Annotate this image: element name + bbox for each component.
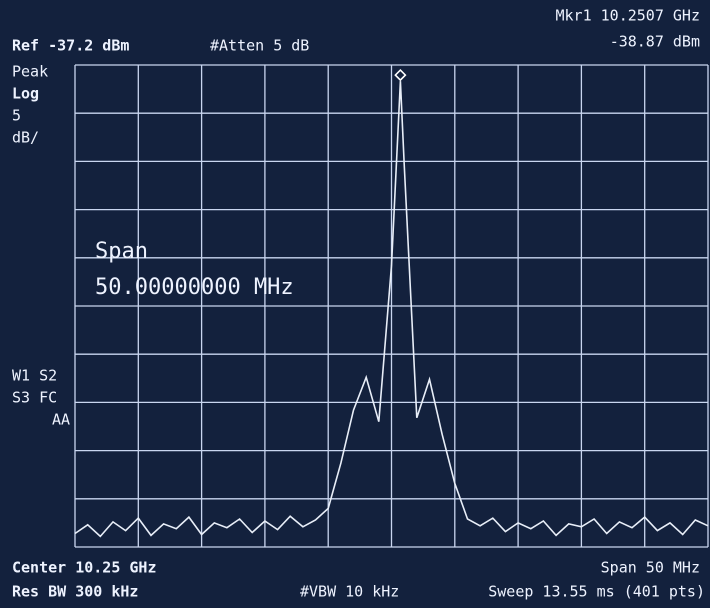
overlay-value: 50.00000000 MHz: [95, 275, 294, 300]
center-frequency: Center 10.25 GHz: [12, 559, 157, 577]
ref-level: Ref -37.2 dBm: [12, 37, 129, 55]
scale-per-div: 5: [12, 107, 21, 125]
marker: [394, 68, 407, 82]
marker-level: -38.87 dBm: [610, 33, 700, 51]
status: W1 S2: [12, 367, 57, 385]
overlay-title: Span: [95, 239, 148, 264]
status: S3 FC: [12, 389, 57, 407]
trace: [74, 81, 709, 538]
sweep-time: Sweep 13.55 ms (401 pts): [488, 583, 705, 601]
attenuation: #Atten 5 dB: [210, 37, 309, 55]
scale-unit: dB/: [12, 129, 39, 147]
scale-type: Log: [12, 85, 39, 103]
span: Span 50 MHz: [601, 559, 700, 577]
grid: [74, 64, 709, 548]
video-bandwidth: #VBW 10 kHz: [300, 583, 399, 601]
status: AA: [52, 411, 70, 429]
detector: Peak: [12, 63, 48, 81]
resolution-bandwidth: Res BW 300 kHz: [12, 583, 138, 601]
marker-frequency: Mkr1 10.2507 GHz: [556, 7, 701, 25]
